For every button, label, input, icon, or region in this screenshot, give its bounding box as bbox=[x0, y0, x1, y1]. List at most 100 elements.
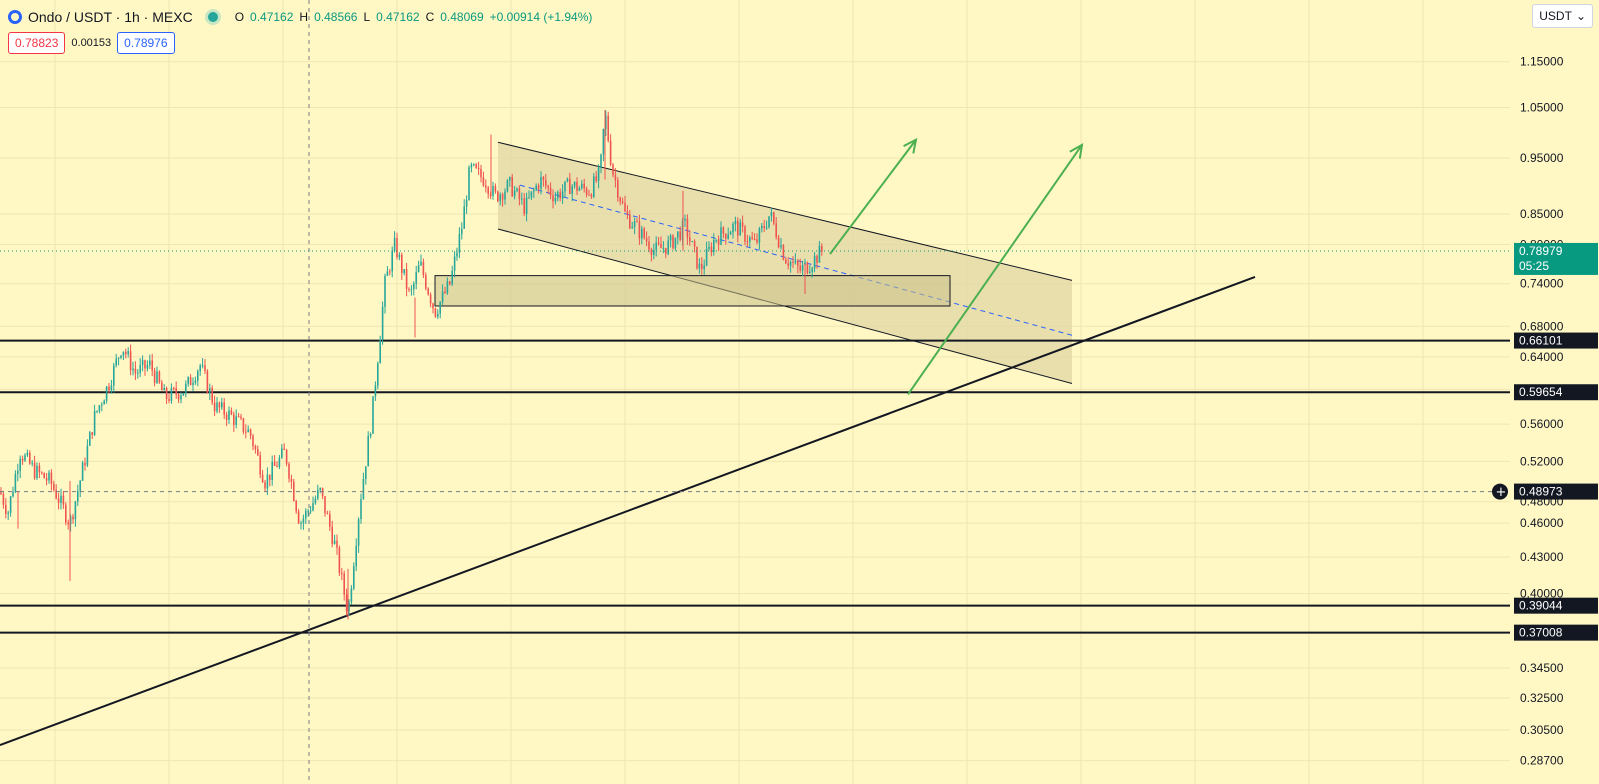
y-tick-label: 0.46000 bbox=[1520, 516, 1564, 530]
candle-body bbox=[170, 387, 173, 401]
plus-icon: + bbox=[1496, 485, 1507, 500]
candle-body bbox=[698, 263, 701, 269]
candle-body bbox=[338, 547, 341, 574]
candle-body bbox=[269, 474, 271, 480]
symbol-title[interactable]: Ondo / USDT · 1h · MEXC bbox=[28, 9, 193, 25]
y-tick-label: 1.05000 bbox=[1520, 101, 1564, 115]
candle-body bbox=[281, 448, 283, 458]
candle-body bbox=[751, 237, 753, 240]
close-label: C bbox=[425, 10, 435, 24]
candle-body bbox=[225, 414, 228, 420]
chevron-down-icon: ⌄ bbox=[1575, 9, 1586, 23]
candle-body bbox=[672, 235, 674, 249]
candle-body bbox=[168, 399, 170, 401]
candle-body bbox=[446, 281, 449, 294]
candle-body bbox=[127, 351, 129, 355]
candle-body bbox=[535, 185, 537, 190]
candle-body bbox=[324, 496, 326, 514]
candle-body bbox=[115, 358, 117, 366]
candle-body bbox=[74, 501, 77, 520]
candle-body bbox=[355, 545, 357, 567]
candle-body bbox=[509, 177, 511, 181]
candle-body bbox=[69, 516, 72, 525]
candle-body bbox=[545, 180, 547, 187]
horizontal-levels bbox=[0, 339, 1510, 634]
spread-value: 0.00153 bbox=[71, 37, 112, 49]
candle-body bbox=[797, 260, 799, 266]
candle-body bbox=[377, 363, 379, 386]
bar-countdown: 05:25 bbox=[1519, 259, 1549, 273]
candle-body bbox=[96, 410, 98, 412]
demand-zone-rect bbox=[434, 275, 951, 307]
currency-select[interactable]: USDT ⌄ bbox=[1532, 4, 1593, 28]
candle-body bbox=[461, 228, 463, 235]
currency-label: USDT bbox=[1539, 9, 1572, 23]
market-status-icon[interactable] bbox=[204, 9, 221, 25]
candle-body bbox=[470, 164, 473, 168]
candle-body bbox=[45, 478, 48, 481]
candle-body bbox=[511, 177, 513, 197]
candle-body bbox=[660, 243, 662, 249]
candle-body bbox=[727, 234, 729, 239]
candle-body bbox=[353, 566, 355, 589]
candle-body bbox=[451, 270, 453, 285]
candle-body bbox=[593, 176, 595, 197]
candle-body bbox=[662, 247, 665, 249]
candle-body bbox=[576, 181, 578, 191]
candle-body bbox=[247, 429, 249, 433]
candle-body bbox=[801, 265, 804, 271]
candle-body bbox=[21, 458, 24, 461]
candle-body bbox=[276, 465, 278, 467]
candle-body bbox=[105, 386, 108, 401]
open-label: O bbox=[234, 10, 245, 24]
candle-body bbox=[103, 400, 105, 405]
candle-body bbox=[336, 540, 338, 548]
candle-body bbox=[573, 181, 576, 187]
candle-body bbox=[458, 234, 461, 253]
low-label: L bbox=[363, 10, 371, 24]
open-value: 0.47162 bbox=[250, 10, 294, 24]
candle-body bbox=[782, 245, 785, 260]
candle-body bbox=[732, 224, 734, 233]
candle-body bbox=[98, 405, 101, 411]
candle-body bbox=[53, 484, 55, 490]
candle-body bbox=[552, 195, 554, 202]
y-tick-label: 0.34500 bbox=[1520, 661, 1564, 675]
candle-body bbox=[765, 227, 768, 229]
buy-price-button[interactable]: 0.78976 bbox=[117, 32, 175, 54]
candle-body bbox=[773, 212, 775, 224]
sell-price-button[interactable]: 0.78823 bbox=[8, 32, 66, 54]
candle-body bbox=[235, 416, 237, 425]
candle-body bbox=[141, 360, 144, 365]
candle-body bbox=[636, 221, 638, 223]
candle-body bbox=[425, 275, 427, 289]
level-price-tag: 0.39044 bbox=[1519, 599, 1563, 613]
candle-body bbox=[36, 465, 38, 479]
candle-body bbox=[770, 212, 773, 217]
candle-body bbox=[605, 115, 607, 130]
candle-body bbox=[283, 448, 285, 450]
candle-body bbox=[617, 180, 619, 198]
candle-body bbox=[386, 271, 389, 276]
candle-body bbox=[506, 180, 509, 192]
candle-body bbox=[655, 242, 657, 250]
candle-body bbox=[151, 360, 153, 371]
candle-body bbox=[583, 183, 585, 189]
candle-body bbox=[175, 388, 177, 395]
candle-body bbox=[607, 115, 609, 141]
candle-body bbox=[749, 237, 751, 242]
candle-body bbox=[257, 449, 259, 456]
level-price-tag-bg bbox=[1514, 332, 1598, 349]
candle-body bbox=[624, 202, 626, 212]
candle-body bbox=[525, 197, 528, 214]
candle-body bbox=[564, 181, 566, 192]
symbol-legend[interactable]: Ondo / USDT · 1h · MEXC O 0.47162 H 0.4856… bbox=[8, 6, 592, 28]
candle-body bbox=[518, 188, 521, 200]
candle-body bbox=[319, 488, 321, 490]
candle-body bbox=[492, 186, 494, 196]
candle-body bbox=[703, 265, 705, 270]
candle-body bbox=[600, 154, 602, 168]
candle-body bbox=[158, 371, 161, 383]
candle-body bbox=[211, 388, 213, 403]
